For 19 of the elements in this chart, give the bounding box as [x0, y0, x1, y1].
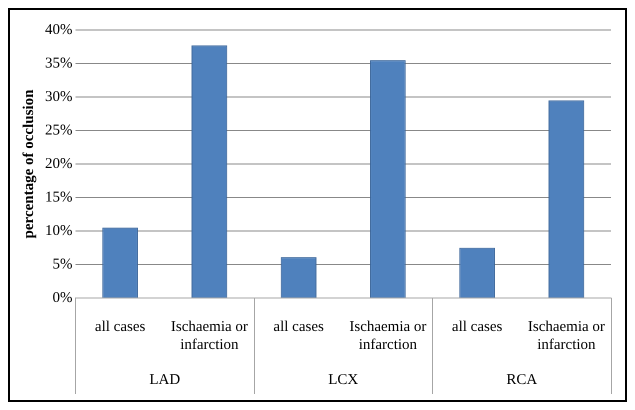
y-tick-label: 20% — [44, 156, 72, 172]
x-tick-label: all cases — [452, 318, 502, 335]
y-tick-label: 0% — [52, 290, 72, 306]
text: RCA — [506, 372, 538, 388]
x-tick-label: Ischaemia or infarction — [528, 318, 605, 353]
x-tick-label: all cases — [273, 318, 324, 335]
y-tick-label: 30% — [44, 88, 72, 105]
x-tick-label: all cases — [94, 318, 146, 335]
y-tick-label: 40% — [44, 22, 72, 38]
y-tick-label: 10% — [44, 222, 72, 239]
x-tick-label: Ischaemia or infarction — [349, 318, 426, 353]
y-tick-label: 5% — [52, 256, 72, 272]
y-axis-title: percentage of occlusion — [20, 88, 37, 238]
text: LAD — [149, 372, 180, 388]
y-tick-label: 25% — [44, 122, 72, 138]
y-tick-label: 35% — [44, 55, 72, 72]
x-tick-label: Ischaemia or infarction — [170, 318, 248, 353]
text: LCX — [328, 372, 358, 388]
y-tick-label: 15% — [44, 189, 72, 206]
